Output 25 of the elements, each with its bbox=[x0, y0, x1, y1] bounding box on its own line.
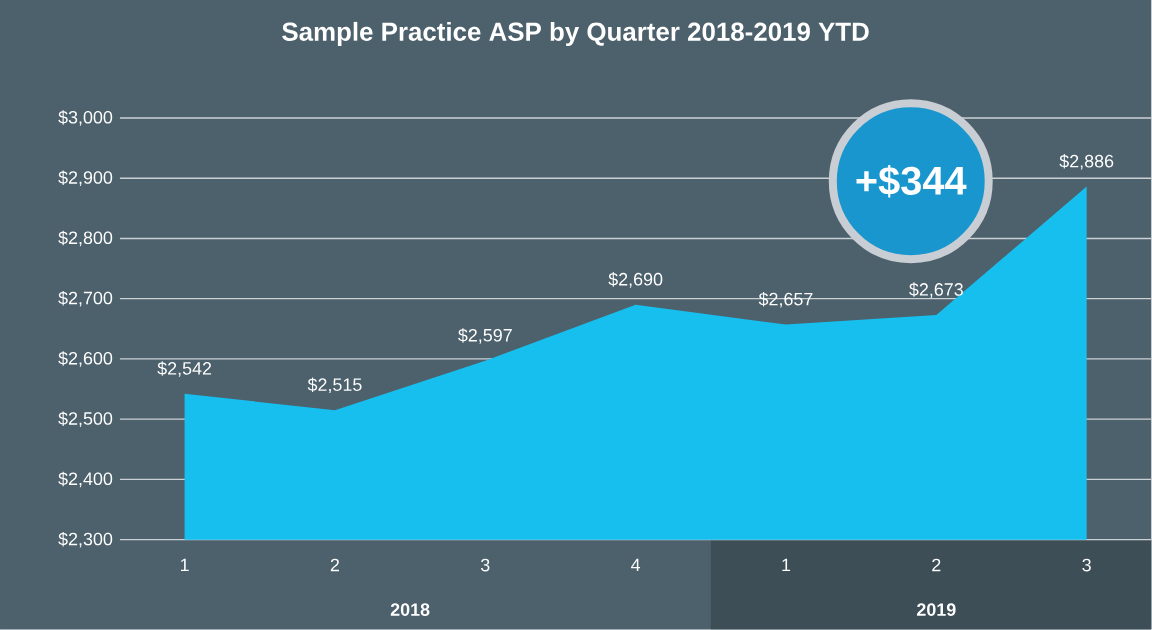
x-tick-label: 2 bbox=[932, 558, 941, 572]
y-tick-label: $2,800 bbox=[58, 230, 113, 247]
data-label: $2,542 bbox=[157, 361, 212, 378]
y-tick-label: $2,900 bbox=[58, 170, 113, 187]
data-label: $2,673 bbox=[909, 282, 963, 299]
data-label: $2,886 bbox=[1059, 154, 1114, 170]
data-label: $2,597 bbox=[458, 328, 512, 344]
text: 2018 bbox=[390, 603, 430, 617]
x-tick-label: 3 bbox=[1082, 558, 1091, 572]
x-tick-label: 3 bbox=[480, 558, 490, 572]
chart-title: Sample Practice ASP by Quarter 2018-2019 YTD bbox=[282, 22, 869, 47]
data-label: $2,515 bbox=[307, 377, 362, 394]
y-tick-label: $2,600 bbox=[58, 351, 113, 367]
x-tick-label: 4 bbox=[631, 558, 641, 572]
data-label: $2,690 bbox=[608, 272, 663, 288]
y-tick-label: $2,400 bbox=[58, 471, 113, 488]
y-tick-label: $2,500 bbox=[58, 411, 113, 428]
text: 2019 bbox=[917, 603, 956, 617]
annotation: +$344 bbox=[856, 165, 967, 198]
x-tick-label: 1 bbox=[782, 558, 791, 572]
y-tick-label: $2,700 bbox=[58, 291, 113, 307]
y-tick-label: $2,300 bbox=[58, 532, 113, 548]
x-tick-label: 2 bbox=[330, 558, 339, 572]
x-tick-label: 1 bbox=[180, 558, 189, 572]
y-tick-label: $3,000 bbox=[58, 110, 113, 126]
